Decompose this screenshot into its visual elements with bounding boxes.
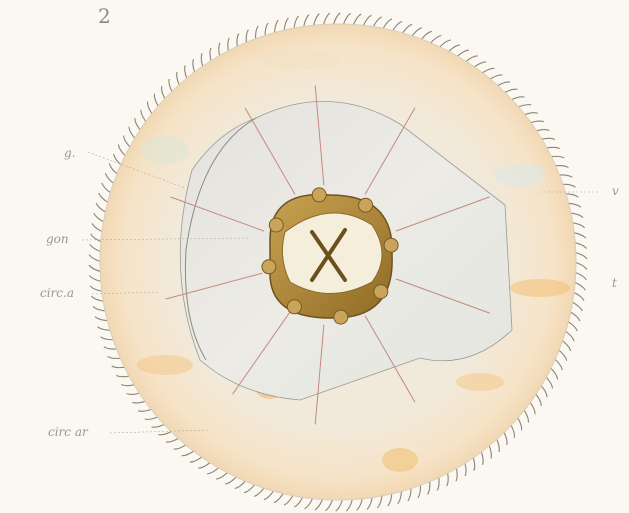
- radial-canal: [395, 278, 490, 314]
- label-g: g.: [64, 146, 76, 160]
- subumbrella-margin: [184, 117, 257, 361]
- gonad-lobes: [261, 187, 399, 325]
- radial-canal: [364, 107, 416, 195]
- radial-canal: [364, 315, 416, 403]
- label-v: v: [612, 184, 619, 198]
- gonad-lobe: [358, 197, 374, 213]
- mouth: [281, 212, 383, 294]
- radial-canal: [314, 85, 325, 186]
- label-t: t: [612, 276, 617, 290]
- gonad-lobe: [383, 237, 399, 253]
- rim-color-patches: [137, 50, 570, 472]
- gonad-lobe: [373, 284, 389, 300]
- label-circ-ar: circ ar: [48, 425, 88, 439]
- leader-lines: [81, 151, 600, 434]
- radial-canal: [244, 107, 296, 195]
- gonad-lobe: [311, 187, 327, 203]
- label-circ-a: circ.a: [40, 286, 74, 300]
- manubrium: [261, 187, 399, 325]
- radial-canals: [165, 85, 490, 425]
- radial-canal: [395, 196, 490, 232]
- radial-canal: [165, 272, 263, 300]
- label-gon: gon: [46, 232, 69, 246]
- gonad-lobe: [261, 259, 277, 275]
- radial-canal: [170, 196, 265, 232]
- gonad-lobe: [268, 217, 284, 233]
- gonad-lobe: [333, 309, 349, 325]
- gonad-lobe: [286, 299, 302, 315]
- fig-number: 2: [98, 4, 111, 28]
- radial-canal: [314, 324, 325, 425]
- radial-canal: [232, 312, 291, 395]
